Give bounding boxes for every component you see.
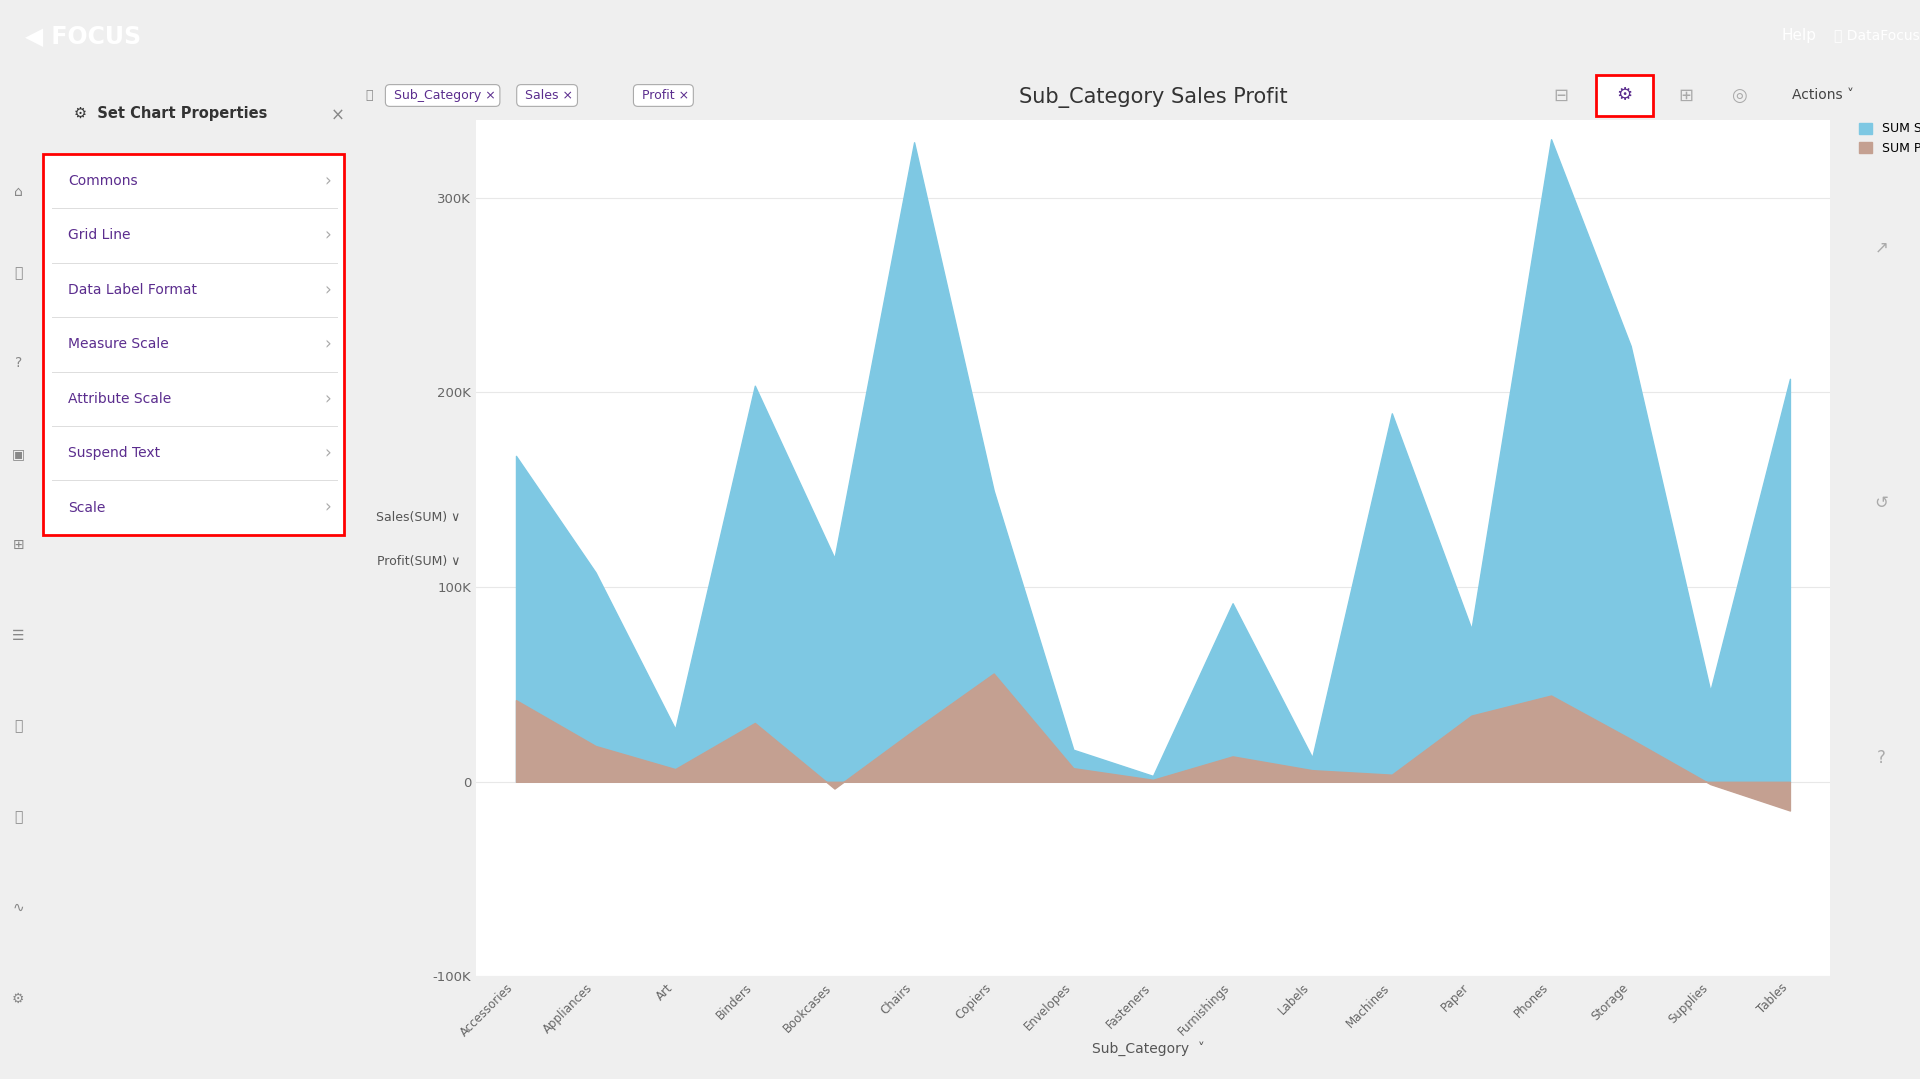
Text: ⚙: ⚙	[1617, 86, 1632, 105]
Text: ?: ?	[15, 356, 21, 370]
Text: ⊞: ⊞	[12, 537, 25, 551]
Text: Scale: Scale	[69, 501, 106, 515]
Text: ⌂: ⌂	[13, 186, 23, 200]
Text: 🔍: 🔍	[365, 88, 372, 103]
Text: ⊞: ⊞	[1678, 86, 1693, 105]
Text: ⊟: ⊟	[1553, 86, 1569, 105]
Text: ↗: ↗	[1874, 238, 1889, 257]
Text: ∿: ∿	[12, 901, 25, 915]
Legend: SUM Sales, SUM Profit: SUM Sales, SUM Profit	[1855, 118, 1920, 160]
Text: Suspend Text: Suspend Text	[69, 446, 159, 460]
Text: Actions ˅: Actions ˅	[1791, 88, 1853, 103]
Text: ›: ›	[324, 227, 330, 245]
Text: ›: ›	[324, 498, 330, 517]
Text: Attribute Scale: Attribute Scale	[69, 392, 171, 406]
Text: ›: ›	[324, 336, 330, 353]
Text: Profit ×: Profit ×	[637, 88, 689, 103]
Text: 🔍: 🔍	[13, 265, 23, 279]
Text: ?: ?	[1878, 749, 1885, 767]
Text: 👤 DataFocus ▾: 👤 DataFocus ▾	[1834, 29, 1920, 42]
Text: Sub_Category  ˅: Sub_Category ˅	[1092, 1041, 1204, 1056]
Text: ⚙: ⚙	[12, 992, 25, 1006]
Title: Sub_Category Sales Profit: Sub_Category Sales Profit	[1020, 87, 1286, 108]
Text: ▣: ▣	[12, 447, 25, 461]
Text: ›: ›	[324, 281, 330, 299]
Text: ›: ›	[324, 445, 330, 462]
Text: ◎: ◎	[1732, 86, 1747, 105]
Text: Sales(SUM) ∨: Sales(SUM) ∨	[376, 511, 461, 524]
Text: Sub_Category ×: Sub_Category ×	[390, 88, 495, 103]
Text: 📋: 📋	[13, 720, 23, 734]
FancyBboxPatch shape	[1596, 76, 1653, 115]
Text: Sales ×: Sales ×	[520, 88, 572, 103]
Text: ×: ×	[330, 107, 346, 124]
Text: ◀ FOCUS: ◀ FOCUS	[25, 24, 140, 47]
Text: ›: ›	[324, 390, 330, 408]
Text: ↺: ↺	[1874, 494, 1889, 511]
Text: Data Label Format: Data Label Format	[69, 283, 198, 297]
Text: Grid Line: Grid Line	[69, 229, 131, 243]
Text: ›: ›	[324, 172, 330, 190]
Text: Profit(SUM) ∨: Profit(SUM) ∨	[376, 555, 461, 568]
Text: 👤: 👤	[13, 810, 23, 824]
FancyBboxPatch shape	[42, 154, 344, 535]
Text: Commons: Commons	[69, 174, 138, 188]
Text: ☰: ☰	[12, 629, 25, 643]
Text: ⚙  Set Chart Properties: ⚙ Set Chart Properties	[75, 107, 269, 122]
Text: Help: Help	[1782, 28, 1816, 43]
Text: Measure Scale: Measure Scale	[69, 338, 169, 352]
